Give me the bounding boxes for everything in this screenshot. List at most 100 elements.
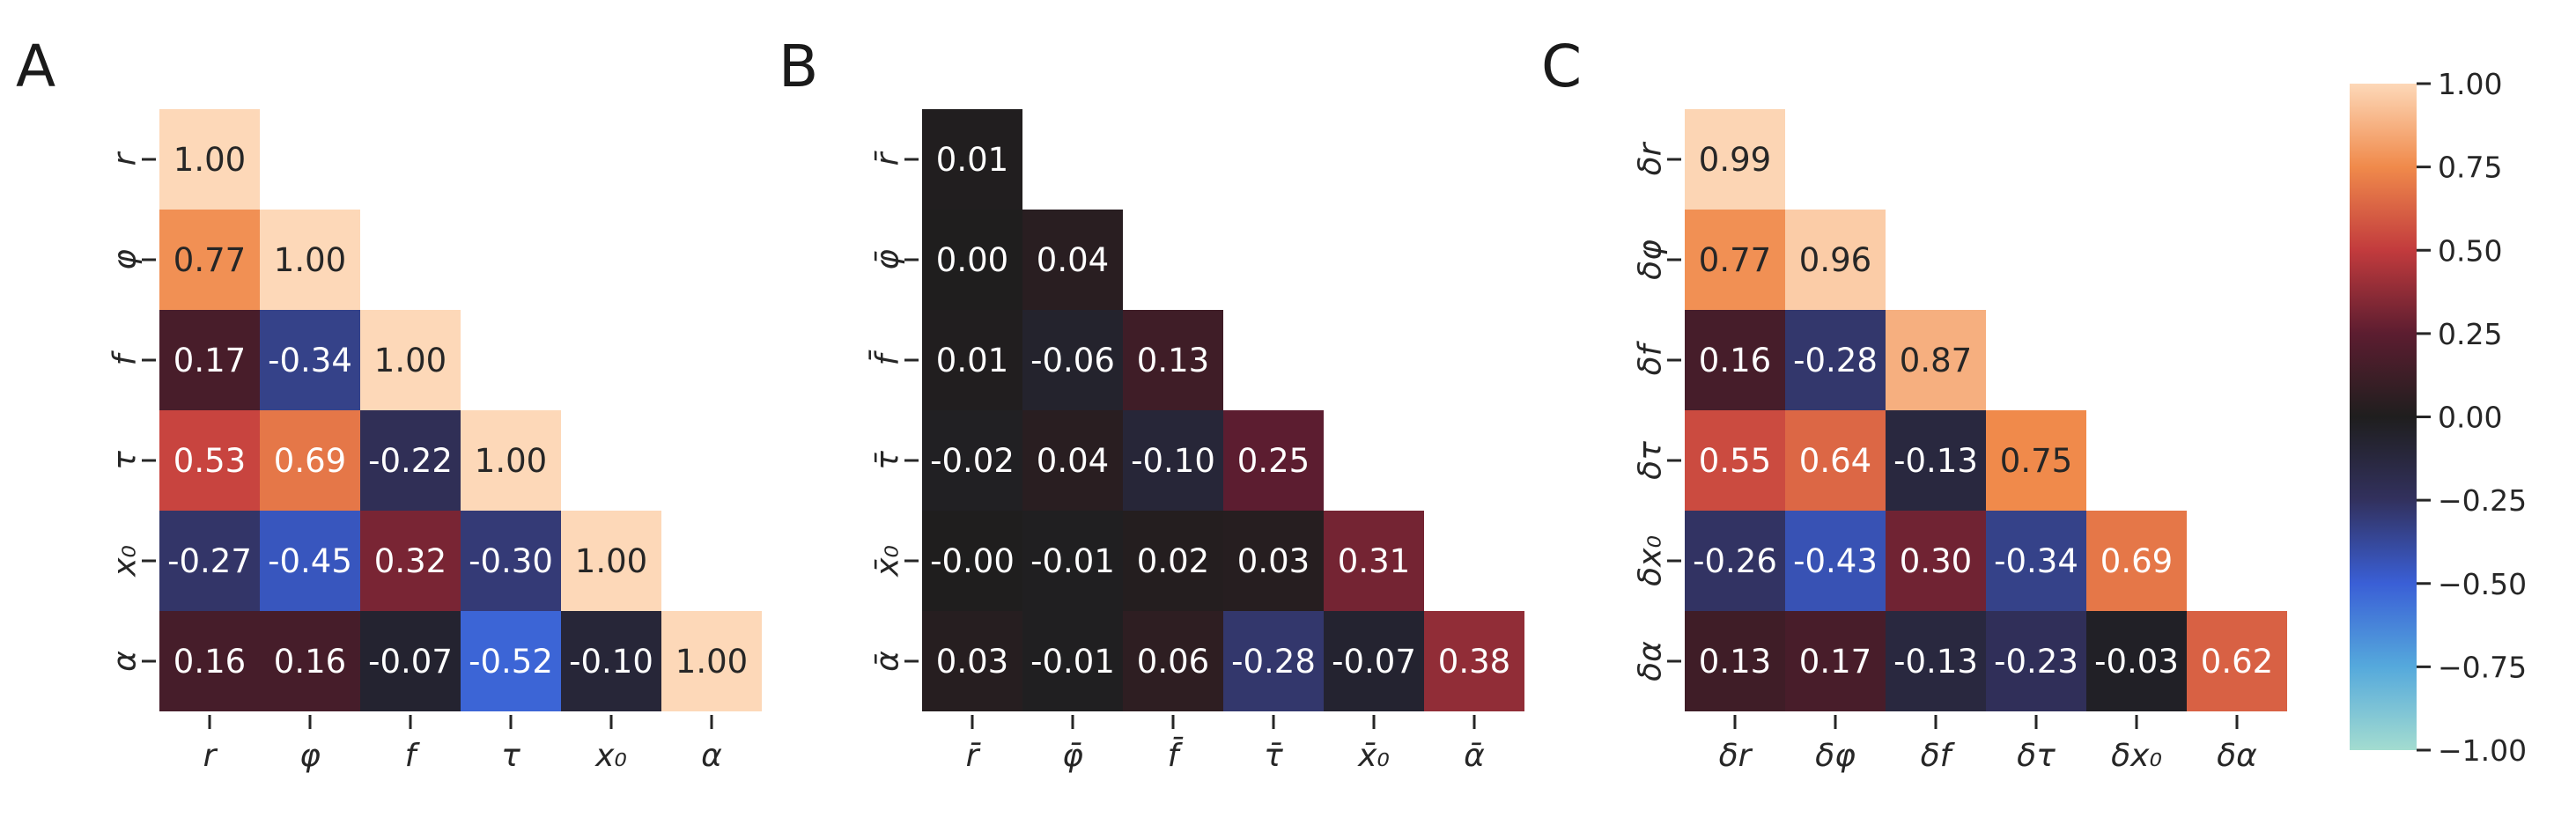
colorbar-gradient <box>2350 84 2417 750</box>
x-tick-label: δτ <box>2017 738 2056 774</box>
colorbar-tick-label: −0.50 <box>2438 567 2527 601</box>
cell-value-label: -0.03 <box>2094 643 2179 681</box>
cell-value-label: -0.06 <box>1030 342 1115 379</box>
y-tick-label: α <box>107 651 144 672</box>
cell-value-label: -0.02 <box>930 442 1015 480</box>
colorbar-tick-label: −0.25 <box>2438 483 2527 518</box>
heatmap-panel-b: B 0.01 0.00 0.04 0.01 -0.06 0.13 -0.02 0.04 -0.10… <box>779 33 1524 774</box>
heatmap-cell <box>159 109 260 210</box>
x-tick-label: φ <box>299 738 321 774</box>
cell-value-label: 1.00 <box>274 241 346 279</box>
x-tick-label: τ <box>501 738 520 774</box>
cell-value-label: -0.07 <box>1332 643 1416 681</box>
heatmap-cell <box>922 410 1022 511</box>
y-tick-label: δf <box>1633 340 1669 375</box>
cell-value-label: 0.96 <box>1799 241 1871 279</box>
heatmap-cell <box>360 611 461 711</box>
x-tick-label: δr <box>1719 738 1753 774</box>
cell-value-label: -0.07 <box>368 643 453 681</box>
heatmap-cell <box>1785 511 1886 611</box>
cell-value-label: 0.53 <box>173 442 246 480</box>
heatmap-cell <box>1886 410 1986 511</box>
y-tick-label: δα <box>1633 641 1669 681</box>
heatmap-cell <box>2187 611 2287 711</box>
cell-value-label: 0.03 <box>1237 542 1310 580</box>
cell-value-label: 0.77 <box>173 241 246 279</box>
cell-value-label: 0.01 <box>936 342 1008 379</box>
heatmap-cell <box>1986 611 2086 711</box>
heatmap-cell <box>1685 611 1785 711</box>
x-tick-label: φ̄ <box>1062 738 1083 774</box>
colorbar-tick-label: 1.00 <box>2438 67 2502 101</box>
x-tick-label: τ̄ <box>1264 738 1283 774</box>
heatmap-cell <box>1324 511 1424 611</box>
cell-value-label: 1.00 <box>374 342 447 379</box>
y-tick-label: f̄ <box>868 350 906 365</box>
cell-value-label: 0.55 <box>1699 442 1771 480</box>
heatmap-cell <box>661 611 762 711</box>
y-tick-label: r <box>107 151 144 166</box>
x-tick-label: f̄ <box>1168 736 1184 774</box>
colorbar-tick-label: 0.75 <box>2438 151 2502 185</box>
y-tick-label: r̄ <box>870 151 906 166</box>
x-tick-label: δφ <box>1815 738 1856 774</box>
cell-value-label: 0.69 <box>2100 542 2173 580</box>
heatmap-cell <box>360 511 461 611</box>
heatmap-cell <box>2086 511 2187 611</box>
heatmap-cell <box>260 611 360 711</box>
heatmap-cell <box>461 611 561 711</box>
heatmap-panel-c: C 0.99 0.77 0.96 0.16 -0.28 0.87 0.55 0.64 -0.13 0… <box>1541 33 2287 774</box>
cell-value-label: 0.75 <box>2000 442 2072 480</box>
panel-label: B <box>779 33 818 100</box>
y-tick-label: φ̄ <box>870 249 906 270</box>
cell-value-label: -0.28 <box>1793 342 1878 379</box>
cell-value-label: 0.01 <box>936 141 1008 179</box>
heatmap-cell <box>1886 310 1986 410</box>
heatmap-cell <box>1685 210 1785 310</box>
heatmap-cell <box>922 611 1022 711</box>
cell-value-label: -0.01 <box>1030 643 1115 681</box>
heatmap-cell <box>1022 310 1123 410</box>
heatmap-cell <box>159 611 260 711</box>
cell-value-label: -0.28 <box>1231 643 1316 681</box>
cell-value-label: 0.87 <box>1900 342 1972 379</box>
heatmap-cell <box>561 611 661 711</box>
cell-value-label: -0.13 <box>1893 643 1978 681</box>
heatmap-cell <box>360 310 461 410</box>
cell-value-label: -0.10 <box>1131 442 1215 480</box>
heatmap-cell <box>1886 511 1986 611</box>
cell-value-label: -0.23 <box>1994 643 2078 681</box>
y-tick-label: x₀ <box>107 545 144 578</box>
heatmap-cell <box>1022 410 1123 511</box>
cell-value-label: 0.77 <box>1699 241 1771 279</box>
heatmap-cell <box>1223 410 1324 511</box>
heatmap-cell <box>1123 410 1223 511</box>
cell-value-label: 0.17 <box>173 342 246 379</box>
cell-value-label: 0.69 <box>274 442 346 480</box>
heatmap-cell <box>461 511 561 611</box>
cell-value-label: -0.34 <box>268 342 352 379</box>
heatmap-cell <box>1785 410 1886 511</box>
cell-value-label: 1.00 <box>575 542 647 580</box>
x-tick-label: δf <box>1921 738 1956 774</box>
cell-value-label: -0.30 <box>469 542 553 580</box>
y-tick-label: ᾱ <box>870 651 906 672</box>
heatmap-cell <box>1324 611 1424 711</box>
heatmap-cell <box>159 410 260 511</box>
y-tick-label: φ <box>107 249 144 270</box>
heatmap-cell <box>260 310 360 410</box>
colorbar: 1.00 0.75 0.50 0.25 0.00 −0.25 −0.50 −0.75 −1.00 <box>2350 67 2527 768</box>
heatmap-cell <box>1785 310 1886 410</box>
heatmap-cell <box>1223 511 1324 611</box>
cell-value-label: -0.13 <box>1893 442 1978 480</box>
cell-value-label: -0.52 <box>469 643 553 681</box>
heatmap-cell <box>159 511 260 611</box>
cell-value-label: 1.00 <box>173 141 246 179</box>
heatmap-cell <box>461 410 561 511</box>
cell-value-label: -0.01 <box>1030 542 1115 580</box>
heatmap-cell <box>1685 109 1785 210</box>
cell-value-label: -0.34 <box>1994 542 2078 580</box>
heatmap-cell <box>1022 511 1123 611</box>
y-tick-label: τ <box>107 451 144 470</box>
heatmap-cell <box>1886 611 1986 711</box>
